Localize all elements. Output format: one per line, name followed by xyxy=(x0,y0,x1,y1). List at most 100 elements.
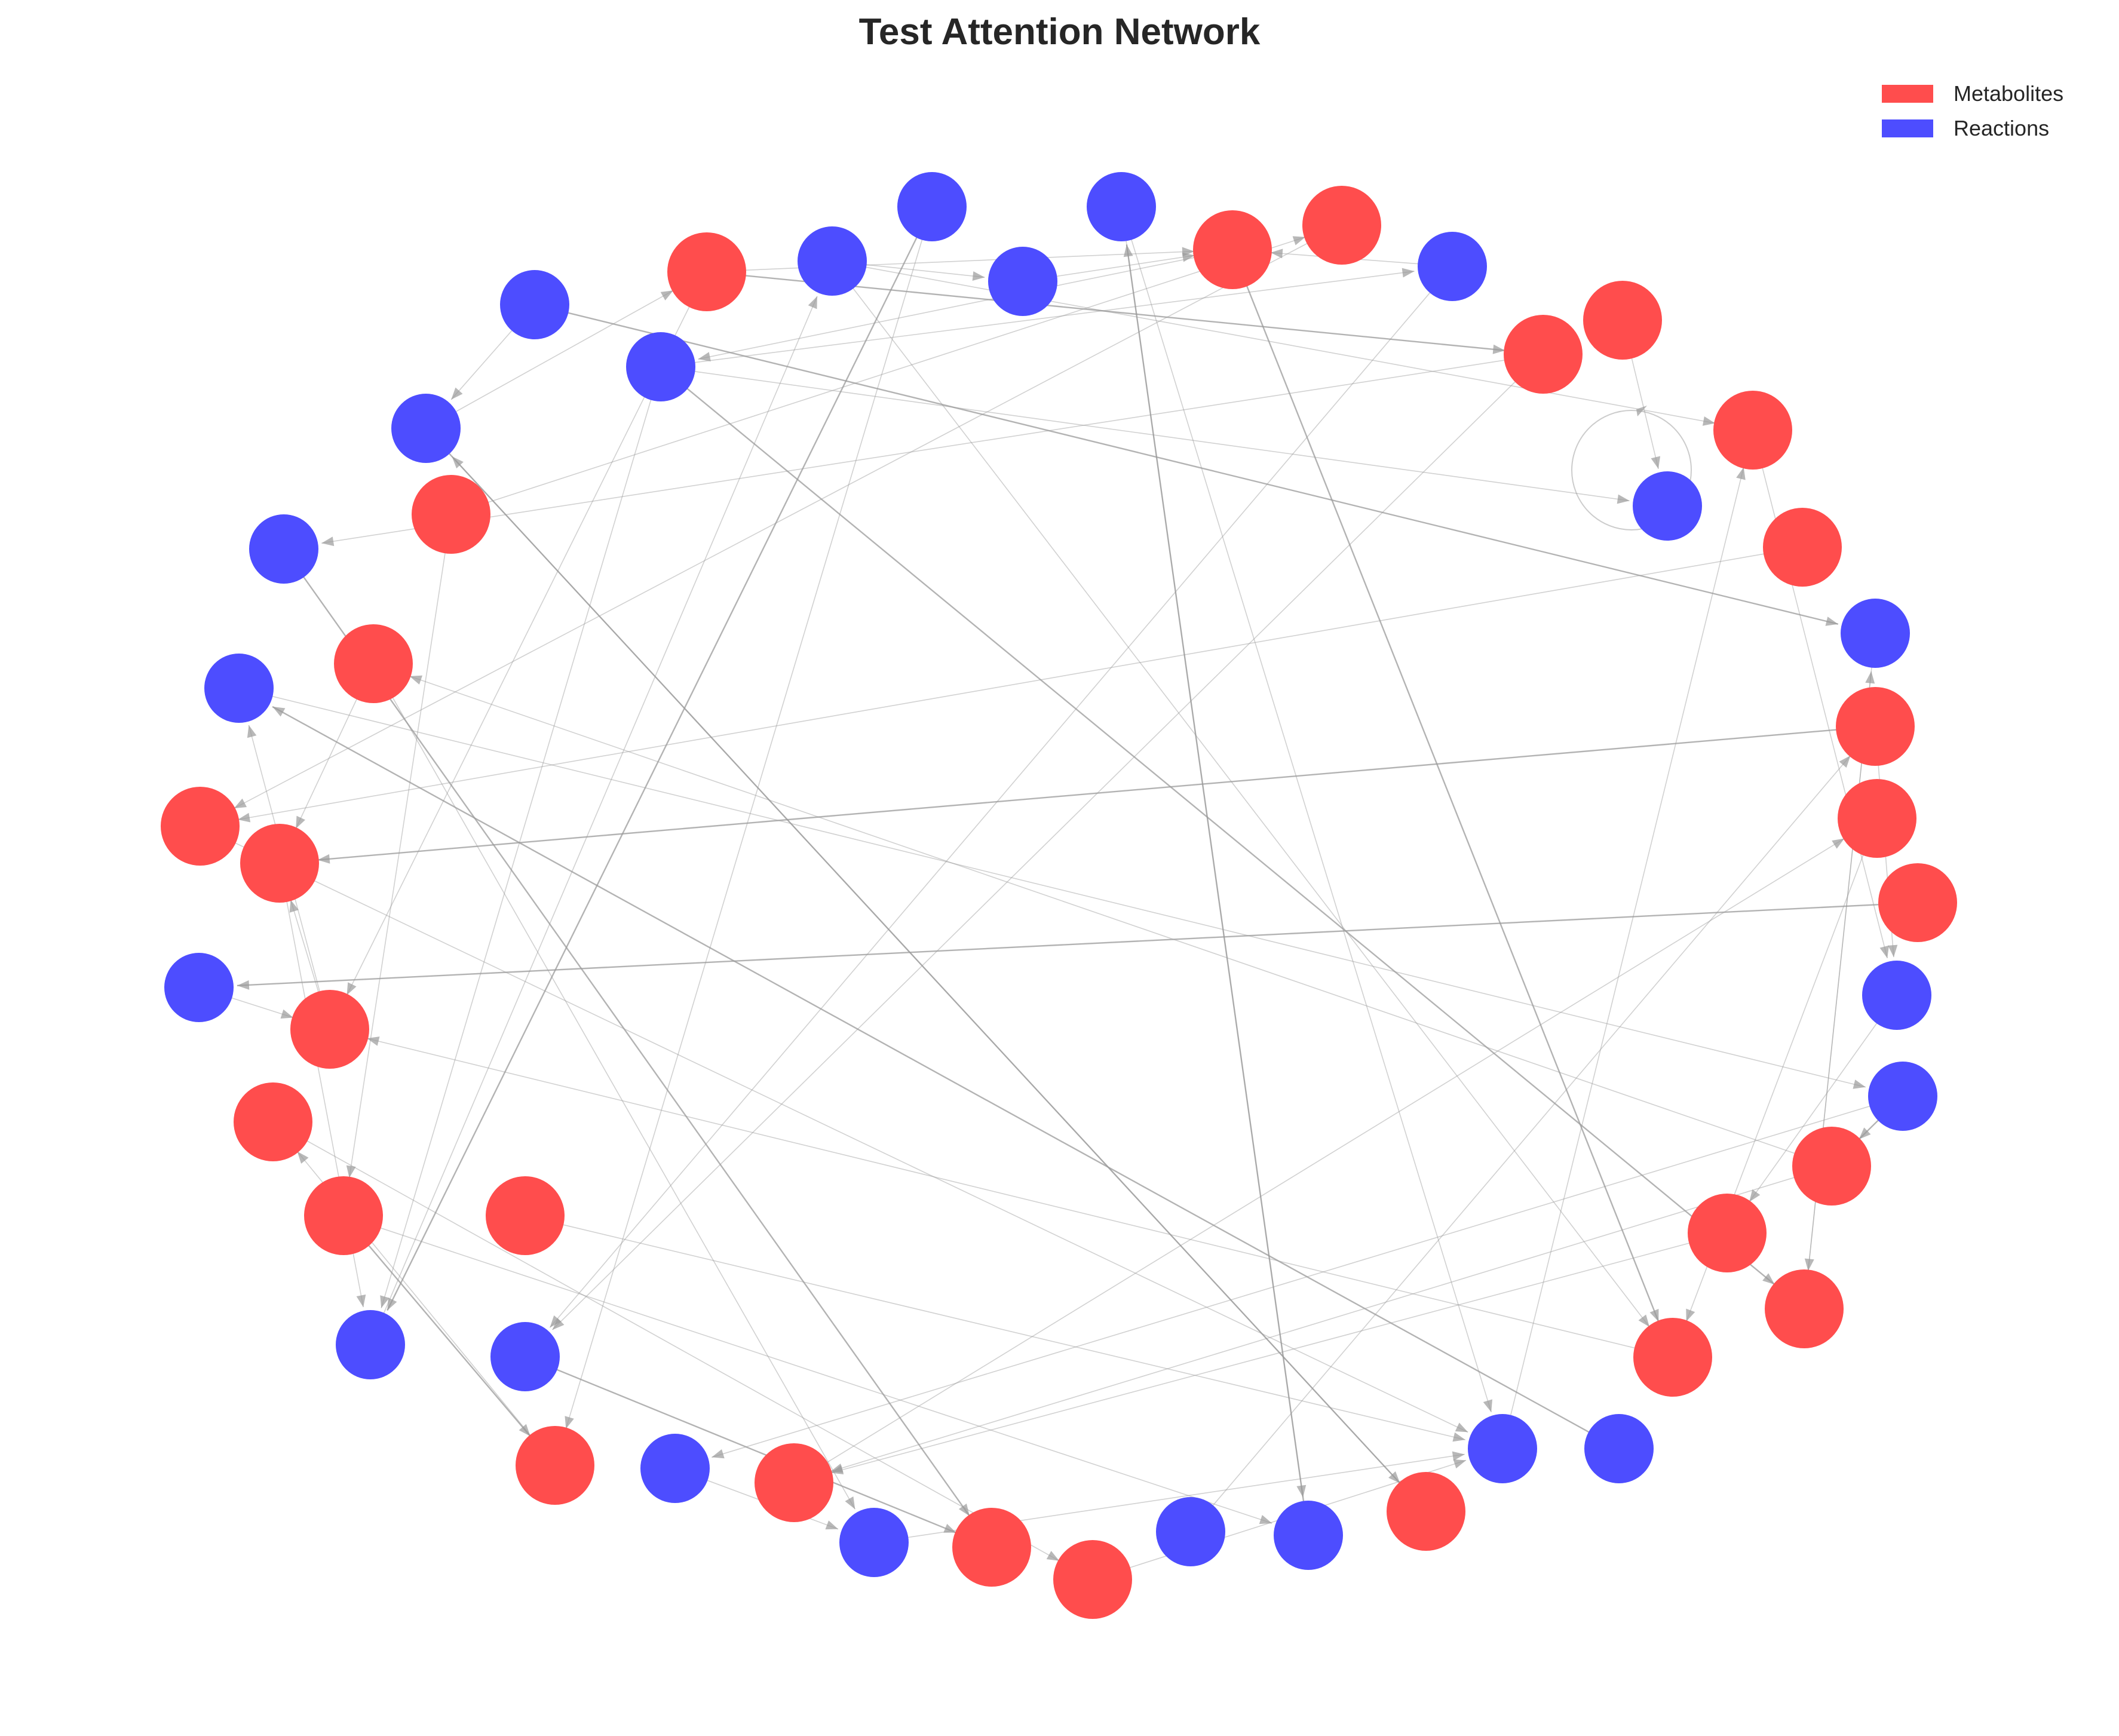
metabolite-node xyxy=(1583,281,1662,360)
edge-layer xyxy=(198,206,1918,1580)
metabolite-node xyxy=(667,232,746,311)
edge-arrowhead xyxy=(1292,236,1306,246)
edge-arrowhead xyxy=(845,1496,855,1510)
metabolite-node xyxy=(1633,1318,1712,1397)
reaction-node xyxy=(500,270,569,339)
self-loop-edge xyxy=(1571,410,1692,530)
network-edge xyxy=(706,250,1195,272)
edge-arrowhead xyxy=(565,1416,574,1429)
edge-arrowhead xyxy=(380,1295,390,1308)
network-edge xyxy=(283,548,970,1517)
edge-arrowhead xyxy=(1388,1471,1400,1483)
network-edge xyxy=(370,296,818,1345)
edge-arrowhead xyxy=(943,1523,956,1533)
reaction-node xyxy=(1156,1497,1225,1566)
edge-arrowhead xyxy=(958,1503,970,1516)
edge-arrowhead xyxy=(346,982,357,995)
legend-label-reactions: Reactions xyxy=(1954,116,2050,140)
edge-arrowhead xyxy=(272,706,286,717)
metabolite-node xyxy=(952,1508,1031,1587)
edge-arrowhead xyxy=(1649,1308,1659,1322)
edge-arrowhead xyxy=(237,980,250,990)
edge-arrowhead xyxy=(356,1294,366,1308)
legend-item-reactions: Reactions xyxy=(1882,111,2063,146)
edge-arrowhead xyxy=(1804,1258,1814,1271)
network-edge xyxy=(660,271,1415,367)
edge-arrowhead xyxy=(1452,1432,1465,1442)
network-edge xyxy=(830,1165,1832,1473)
network-edge xyxy=(1752,430,1888,959)
edge-arrowhead xyxy=(972,271,985,281)
network-edge xyxy=(317,725,1876,861)
node-layer xyxy=(161,172,1957,1619)
edge-arrowhead xyxy=(1046,1551,1060,1561)
network-edge xyxy=(425,290,674,429)
network-edge xyxy=(321,354,1544,544)
reaction-node xyxy=(204,654,274,723)
edge-arrowhead xyxy=(519,1424,530,1437)
reaction-node xyxy=(490,1322,560,1391)
edge-arrowhead xyxy=(367,1036,380,1046)
network-edge xyxy=(698,249,1233,360)
edge-arrowhead xyxy=(317,854,330,864)
metabolite-node xyxy=(1878,863,1957,942)
edge-arrowhead xyxy=(1402,268,1415,278)
network-edge xyxy=(425,428,1401,1484)
network-edge xyxy=(793,838,1845,1483)
network-edge xyxy=(534,303,1839,625)
metabolite-node xyxy=(755,1443,833,1522)
network-edge xyxy=(343,1215,1272,1524)
reaction-node xyxy=(1868,1062,1937,1131)
edge-arrowhead xyxy=(1617,494,1630,504)
reaction-node xyxy=(1087,172,1156,241)
edge-arrowhead xyxy=(1123,244,1133,257)
reaction-node xyxy=(1862,961,1931,1030)
edge-arrowhead xyxy=(1825,617,1838,626)
edge-arrowhead xyxy=(1259,1514,1272,1525)
reaction-node xyxy=(336,1310,405,1379)
network-edge xyxy=(1804,671,1872,1309)
edge-arrowhead xyxy=(1483,1399,1493,1412)
network-edge xyxy=(237,901,1918,987)
edge-arrowhead xyxy=(346,1165,356,1178)
edge-arrowhead xyxy=(1736,467,1746,480)
network-edge xyxy=(1190,755,1851,1532)
network-edge xyxy=(272,1121,1060,1562)
metabolite-node xyxy=(334,624,413,703)
edge-arrowhead xyxy=(1455,1422,1468,1433)
legend: Metabolites Reactions xyxy=(1882,76,2063,146)
edge-arrowhead xyxy=(1839,755,1851,768)
network-edge xyxy=(409,676,1832,1167)
reaction-node xyxy=(249,514,318,584)
edge-arrowhead xyxy=(280,1009,294,1019)
reaction-node xyxy=(1274,1501,1343,1570)
network-edge xyxy=(451,456,1427,1512)
edge-arrowhead xyxy=(825,1520,839,1530)
edge-arrowhead xyxy=(1182,252,1195,262)
edge-arrowhead xyxy=(297,1151,309,1164)
network-edge xyxy=(234,225,1342,809)
network-edge xyxy=(830,1232,1728,1474)
reaction-node xyxy=(1633,471,1702,541)
edge-arrowhead xyxy=(289,900,299,913)
edge-arrowhead xyxy=(1452,1451,1465,1461)
network-edge xyxy=(366,1038,1673,1358)
network-edge xyxy=(381,366,661,1308)
edge-arrowhead xyxy=(296,815,305,829)
edge-arrowhead xyxy=(321,536,335,547)
network-edge xyxy=(373,663,856,1510)
metabolite-node xyxy=(1053,1540,1132,1619)
network-edge xyxy=(525,1355,957,1533)
edge-arrowhead xyxy=(1702,416,1716,426)
edge-arrowhead xyxy=(552,1318,565,1330)
reaction-node xyxy=(1841,599,1910,668)
network-edge xyxy=(343,1215,531,1437)
metabolite-node xyxy=(412,475,490,554)
network-edge xyxy=(237,547,1803,820)
metabolite-node xyxy=(1836,687,1915,766)
edge-arrowhead xyxy=(1888,944,1898,958)
metabolite-node xyxy=(1713,391,1792,470)
metabolite-node xyxy=(1688,1194,1767,1272)
